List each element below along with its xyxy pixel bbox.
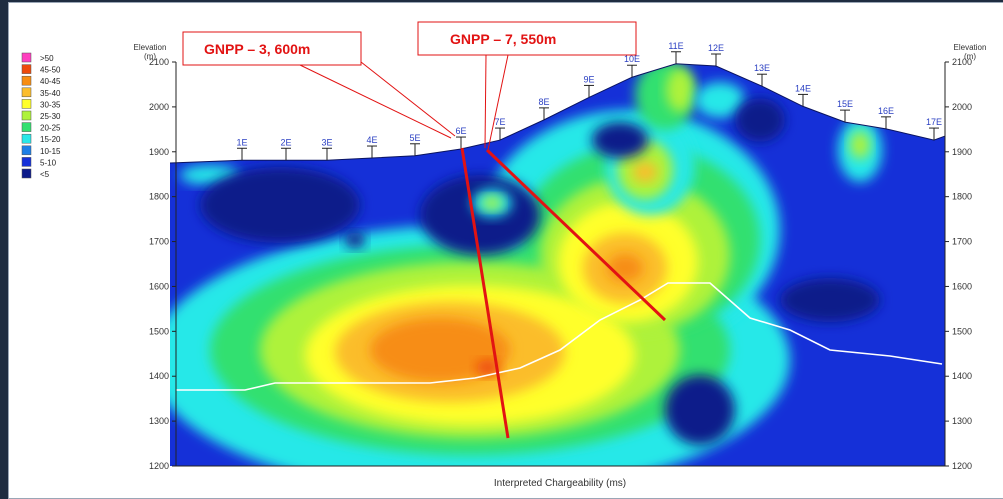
callout-gnpp-7-box [417, 21, 637, 56]
station-label: 12E [708, 43, 724, 53]
chargeability-zone [695, 82, 745, 118]
axes: 1200 1300 1400 1500 1600 1700 1800 1900 2000 2100… [149, 57, 972, 471]
chargeability-zone [592, 122, 648, 158]
station-label: 8E [538, 97, 549, 107]
legend-label: >50 [40, 54, 54, 63]
chargeability-zone [665, 375, 735, 445]
y-tick-label-right: 1600 [952, 281, 972, 291]
chargeability-zone [420, 175, 540, 255]
legend-swatch [21, 87, 32, 98]
drillhole-gnpp-7 [485, 148, 667, 322]
y-tick-label-left: 1700 [149, 237, 169, 247]
legend-label: 30-35 [40, 100, 61, 109]
y-tick-label-right: 1400 [952, 371, 972, 381]
legend-label: 5-10 [40, 158, 57, 167]
station-label: 5E [409, 133, 420, 143]
y-axis-unit-left: (m) [144, 52, 156, 61]
legend-label: 15-20 [40, 135, 61, 144]
legend-label: <5 [40, 170, 50, 179]
y-tick-label-right: 2000 [952, 102, 972, 112]
y-tick-label-left: 2100 [149, 57, 169, 67]
chargeability-zone [780, 278, 880, 322]
station-label: 16E [878, 106, 894, 116]
drillholes [460, 147, 667, 439]
y-tick-label-left: 2000 [149, 102, 169, 112]
callout-gnpp-3-leader-b [360, 61, 456, 137]
station-label: 3E [321, 137, 332, 147]
legend-label: 40-45 [40, 77, 61, 86]
chargeability-zone [476, 360, 500, 376]
legend-swatch [21, 64, 32, 74]
station-label: 13E [754, 63, 770, 73]
y-axis-title-left: Elevation [134, 43, 167, 52]
y-tick-label-right: 1800 [952, 192, 972, 202]
legend-swatch [21, 168, 32, 179]
chargeability-zones [170, 63, 882, 466]
y-tick-label-left: 1500 [149, 326, 169, 336]
legend-label: 35-40 [40, 89, 61, 98]
station-label: 2E [280, 137, 291, 147]
legend-swatch [21, 52, 32, 63]
station-label: 11E [668, 41, 683, 51]
chargeability-zone [666, 68, 694, 112]
callout-gnpp-7-label: GNPP – 7, 550m [450, 31, 556, 47]
legend-swatch [21, 145, 32, 156]
chargeability-zone [482, 196, 502, 210]
y-tick-label-left: 1900 [149, 147, 169, 157]
chargeability-section [170, 63, 945, 466]
callout-gnpp-3-label: GNPP – 3, 600m [204, 41, 310, 57]
legend-label: 10-15 [40, 147, 61, 156]
y-tick-label-right: 1300 [952, 416, 972, 426]
legend-swatch [21, 99, 32, 109]
y-tick-label-right: 1500 [952, 326, 972, 336]
y-ticks-left: 1200 1300 1400 1500 1600 1700 1800 1900 2000 2100 [149, 57, 176, 471]
drillhole-gnpp-3 [460, 147, 510, 439]
y-tick-label-right: 1700 [952, 237, 972, 247]
legend-swatch [21, 122, 32, 132]
station-label: 1E [236, 137, 247, 147]
station-label: 6E [455, 126, 466, 136]
y-tick-label-right: 2100 [952, 57, 972, 67]
chargeability-zone [345, 232, 365, 248]
chargeability-zone [735, 98, 785, 142]
station-label: 7E [494, 117, 505, 127]
legend-label: 25-30 [40, 112, 61, 121]
y-tick-label-left: 1300 [149, 416, 169, 426]
legend-label: 20-25 [40, 124, 61, 133]
y-tick-label-left: 1400 [149, 371, 169, 381]
y-ticks-right: 1200 1300 1400 1500 1600 1700 1800 1900 2000 2100 [945, 57, 972, 471]
legend-swatch [21, 110, 32, 121]
y-tick-label-left: 1600 [149, 281, 169, 291]
x-axis-title: Interpreted Chargeability (ms) [494, 478, 626, 489]
station-label: 17E [926, 117, 942, 127]
legend-swatch [21, 157, 32, 167]
chargeability-zone [850, 131, 870, 159]
y-tick-label-right: 1200 [952, 461, 972, 471]
y-axis-unit-right: (m) [964, 52, 976, 61]
station-label: 9E [583, 74, 594, 84]
callout-gnpp-7-leader-b [487, 54, 509, 151]
chargeability-zone [200, 167, 360, 243]
chargeability-zone [370, 318, 510, 382]
station-label: 15E [837, 99, 853, 109]
y-tick-label-right: 1900 [952, 147, 972, 157]
callout-gnpp-3-box [182, 31, 362, 66]
white-contact-line [176, 282, 943, 391]
y-axis-title-right: Elevation [954, 43, 987, 52]
station-markers: 1E 2E 3E 4E 5E 6E 7E 8E 9E 10E 11E 12E 13E 14E 15E 16E 1… [236, 41, 942, 161]
callout-gnpp-7-leader-a [484, 54, 487, 149]
legend-label: 45-50 [40, 66, 61, 75]
station-label: 10E [624, 54, 640, 64]
callout-gnpp-3-leader-a [299, 64, 452, 139]
callouts: GNPP – 3, 600m GNPP – 7, 550m [182, 21, 637, 151]
y-tick-label-left: 1800 [149, 192, 169, 202]
legend-swatch [21, 75, 32, 86]
legend: >50 45-50 40-45 35-40 30-35 25-30 20-25 15-20 10… [21, 52, 61, 179]
legend-swatch [21, 133, 32, 144]
station-label: 4E [366, 135, 377, 145]
chargeability-zone [633, 162, 657, 182]
station-label: 14E [795, 83, 811, 93]
y-tick-label-left: 1200 [149, 461, 169, 471]
